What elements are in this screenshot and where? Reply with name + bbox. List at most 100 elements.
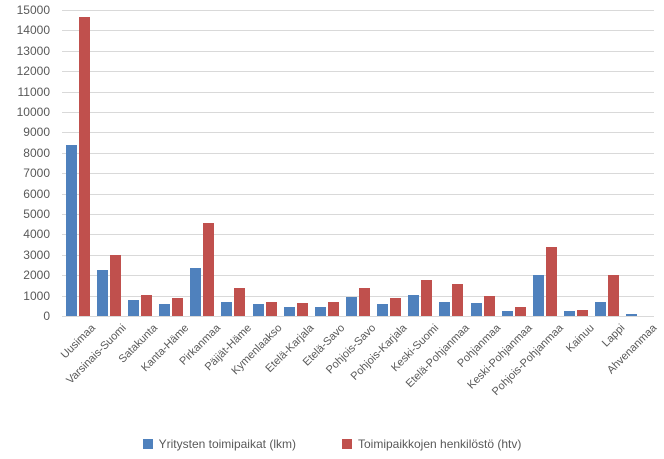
bar bbox=[470, 303, 482, 316]
x-label-slot: Päijät-Häme bbox=[203, 319, 254, 429]
x-label-slot: Lappi bbox=[592, 319, 628, 429]
y-tick-label: 7000 bbox=[23, 166, 50, 181]
bar-group bbox=[498, 10, 529, 316]
bar bbox=[501, 310, 513, 316]
x-label-slot: Kymenlaakso bbox=[230, 319, 285, 429]
bar-group bbox=[623, 10, 654, 316]
bar bbox=[514, 306, 526, 316]
bar bbox=[345, 296, 357, 316]
bar-group bbox=[93, 10, 124, 316]
bar bbox=[483, 296, 495, 316]
gridline bbox=[62, 30, 654, 32]
y-tick-label: 0 bbox=[43, 309, 50, 323]
bar-group bbox=[155, 10, 186, 316]
gridline bbox=[62, 316, 654, 317]
bar bbox=[159, 304, 171, 316]
bar-group bbox=[187, 10, 218, 316]
bar-group bbox=[561, 10, 592, 316]
bar bbox=[265, 301, 277, 316]
bar bbox=[390, 298, 402, 316]
bar bbox=[190, 268, 202, 316]
x-label-slot: Etelä-Savo bbox=[301, 319, 348, 429]
x-label-slot: Etelä-Pohjanmaa bbox=[404, 319, 472, 429]
series-henkilosto-swatch-icon bbox=[341, 439, 352, 449]
x-label-slot: Pohjois-Karjala bbox=[349, 319, 410, 429]
bar bbox=[78, 17, 90, 316]
y-tick-label: 5000 bbox=[23, 207, 50, 221]
bar-group bbox=[62, 10, 93, 316]
bar-group bbox=[467, 10, 498, 316]
bar-group bbox=[218, 10, 249, 316]
bar bbox=[532, 275, 544, 316]
x-label-slot: Etelä-Karjala bbox=[263, 319, 316, 429]
bar bbox=[283, 307, 295, 316]
bar-group bbox=[342, 10, 373, 316]
bar bbox=[577, 309, 589, 316]
bar bbox=[127, 299, 139, 316]
bar bbox=[377, 303, 389, 316]
legend: Yritysten toimipaikat (lkm) Toimipaikkoj… bbox=[0, 437, 664, 451]
bar-group bbox=[374, 10, 405, 316]
bar bbox=[96, 270, 108, 316]
gridline bbox=[62, 71, 654, 73]
legend-label-toimipaikat: Yritysten toimipaikat (lkm) bbox=[158, 437, 296, 451]
y-tick-label: 3000 bbox=[23, 247, 50, 262]
y-tick-label: 15000 bbox=[16, 3, 50, 17]
x-label-slot: Varsinais-Suomi bbox=[65, 319, 130, 429]
legend-label-henkilosto: Toimipaikkojen henkilöstö (htv) bbox=[357, 437, 522, 451]
gridline bbox=[62, 132, 654, 134]
bar-group bbox=[249, 10, 280, 316]
gridline bbox=[62, 254, 654, 256]
bar bbox=[172, 298, 184, 316]
bar bbox=[314, 307, 326, 316]
bar bbox=[608, 274, 620, 316]
x-label-slot: Kanta-Häme bbox=[139, 319, 191, 429]
bar bbox=[109, 254, 121, 316]
legend-item-henkilosto: Toimipaikkojen henkilöstö (htv) bbox=[341, 437, 522, 451]
series-toimipaikat-swatch-icon bbox=[142, 439, 153, 449]
gridline bbox=[62, 295, 654, 297]
x-label-slot: Pirkanmaa bbox=[177, 319, 223, 429]
y-tick-label: 11000 bbox=[17, 84, 50, 99]
y-tick-label: 6000 bbox=[23, 186, 50, 201]
bar bbox=[452, 284, 464, 316]
y-tick-label: 4000 bbox=[23, 227, 50, 242]
y-tick-label: 12000 bbox=[16, 64, 50, 79]
bar-group bbox=[124, 10, 155, 316]
bar bbox=[545, 247, 557, 316]
y-tick-label: 9000 bbox=[23, 125, 50, 140]
x-label-slot: Ahvenanmaa bbox=[605, 319, 659, 429]
bar bbox=[595, 302, 607, 316]
bar bbox=[327, 302, 339, 316]
bar bbox=[358, 288, 370, 316]
bar bbox=[252, 304, 264, 316]
bar bbox=[140, 294, 152, 316]
gridline bbox=[62, 214, 654, 215]
y-tick-label: 2000 bbox=[23, 268, 50, 283]
gridline bbox=[62, 91, 654, 93]
y-tick-label: 14000 bbox=[16, 23, 50, 38]
bar-group bbox=[405, 10, 436, 316]
gridline bbox=[62, 275, 654, 277]
y-tick-label: 10000 bbox=[16, 105, 50, 119]
gridline bbox=[62, 152, 654, 154]
x-label-slot: Pohjois-Pohjanmaa bbox=[489, 319, 565, 429]
bar bbox=[564, 310, 576, 316]
gridline bbox=[62, 173, 654, 175]
x-label-slot: Kainuu bbox=[561, 319, 597, 429]
y-tick-label: 1000 bbox=[23, 288, 50, 303]
bar-group bbox=[529, 10, 560, 316]
bar bbox=[65, 144, 77, 316]
plot-area bbox=[62, 10, 654, 317]
bar bbox=[203, 222, 215, 316]
gridline bbox=[62, 10, 654, 11]
bars-row bbox=[62, 10, 654, 316]
gridline bbox=[62, 50, 654, 52]
bar-group bbox=[592, 10, 623, 316]
y-axis-tick-labels: 0 1000 2000 3000 4000 5000 6000 7000 8000 9000 100… bbox=[0, 3, 54, 323]
bar-group bbox=[436, 10, 467, 316]
y-tick-label: 13000 bbox=[16, 43, 50, 58]
gridline bbox=[62, 193, 654, 195]
bar-group bbox=[280, 10, 311, 316]
